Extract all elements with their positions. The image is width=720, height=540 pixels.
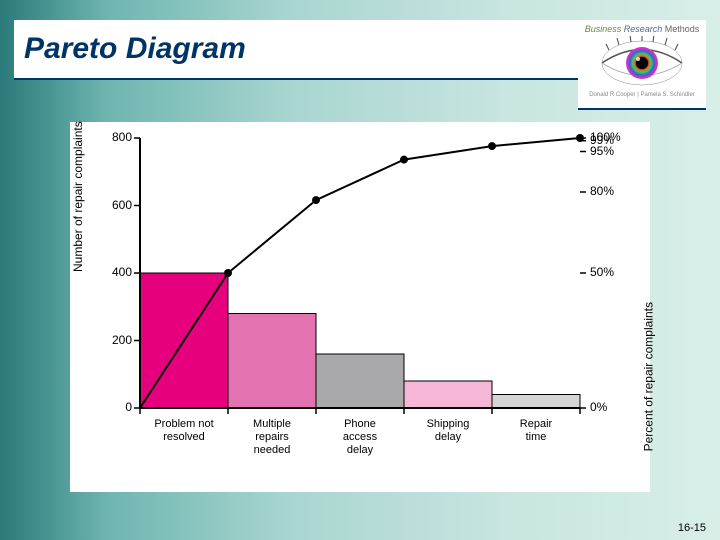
eye-icon	[597, 36, 687, 90]
y-axis-right-label: Percent of repair complaints	[641, 302, 655, 451]
y-left-tick: 800	[92, 130, 132, 144]
cumulative-point	[488, 142, 496, 150]
y-left-tick: 0	[92, 400, 132, 414]
bar	[316, 354, 404, 408]
cumulative-point	[400, 156, 408, 164]
bar	[404, 381, 492, 408]
x-category-label: Phoneaccessdelay	[318, 418, 402, 458]
bar	[492, 395, 580, 409]
cumulative-point	[224, 269, 232, 277]
y-left-tick: 200	[92, 333, 132, 347]
bar	[228, 314, 316, 409]
x-category-label: Shippingdelay	[406, 418, 490, 444]
cumulative-point	[576, 134, 584, 142]
brand-logo: Business Research Methods	[578, 20, 706, 110]
slide-title: Pareto Diagram	[24, 32, 246, 66]
cumulative-point	[312, 196, 320, 204]
x-category-label: Multiplerepairsneeded	[230, 418, 314, 458]
y-right-tick: 50%	[590, 265, 614, 279]
y-left-tick: 600	[92, 198, 132, 212]
brand-authors: Donald R Cooper | Pamela S. Schindler	[589, 92, 695, 98]
y-axis-left-label: Number of repair complaints	[71, 121, 85, 272]
pareto-chart: Number of repair complaints Percent of r…	[70, 122, 650, 492]
plot-area	[140, 138, 580, 408]
page-number: 16-15	[678, 522, 706, 534]
y-left-tick: 400	[92, 265, 132, 279]
brand-text: Business Research Methods	[585, 24, 700, 34]
y-right-tick: 100%	[590, 130, 621, 144]
y-right-tick: 0%	[590, 400, 607, 414]
x-category-label: Repairtime	[494, 418, 578, 444]
y-right-tick: 80%	[590, 184, 614, 198]
x-category-label: Problem notresolved	[142, 418, 226, 444]
